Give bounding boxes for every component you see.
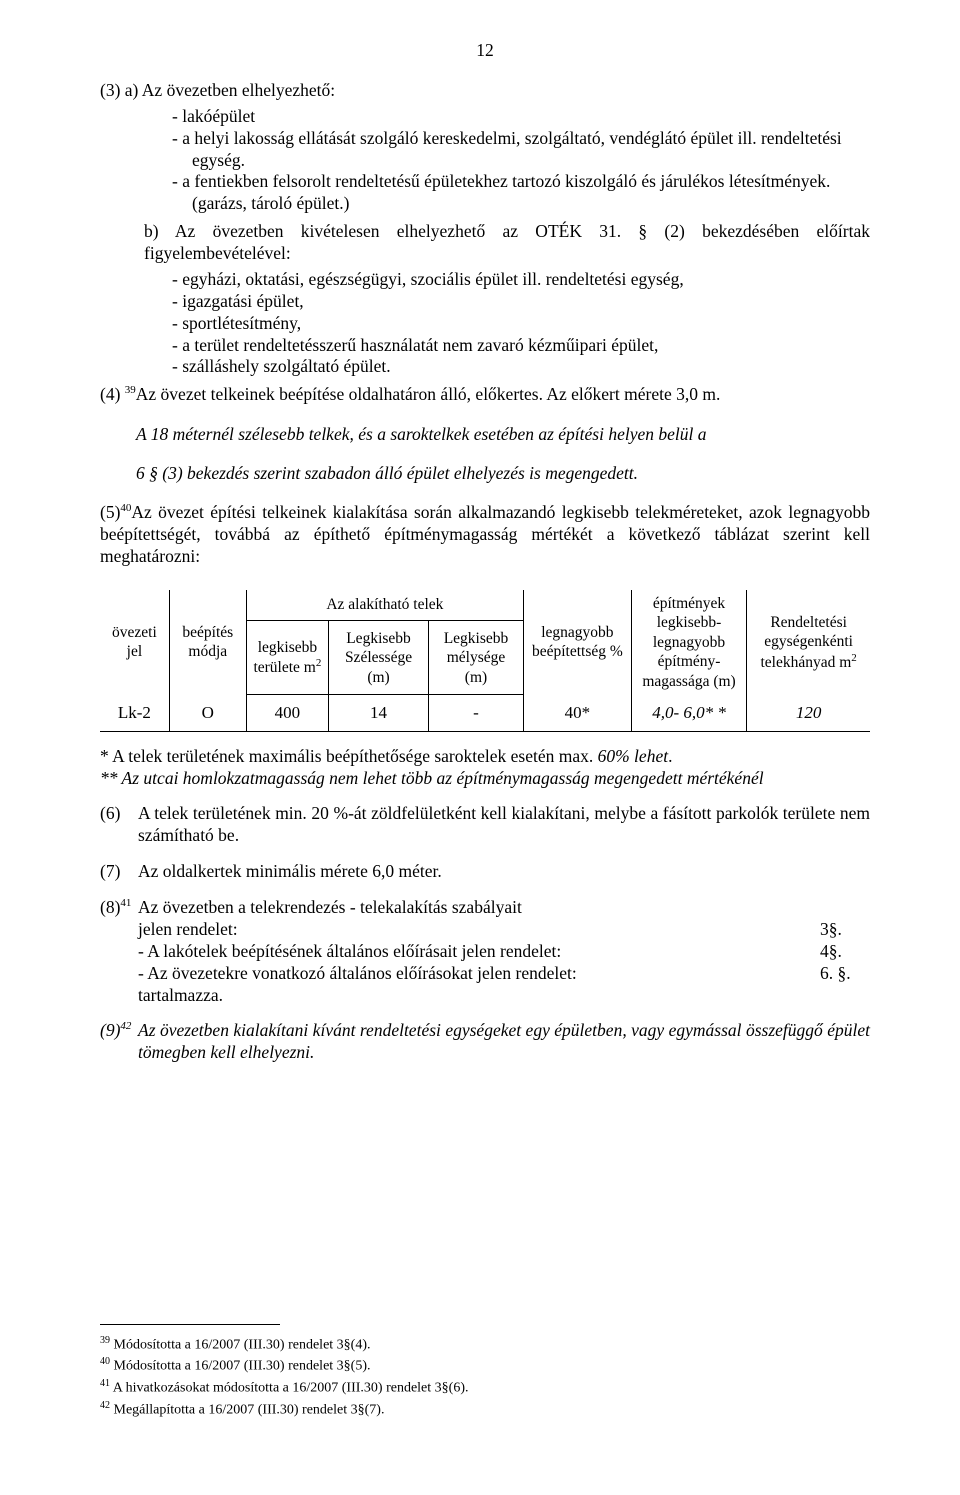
footnote-42: 42 Megállapította a 16/2007 (III.30) ren… <box>100 1399 870 1421</box>
td-telekhanyad: 120 <box>747 695 870 731</box>
footnote-41: 41 A hivatkozásokat módosította a 16/200… <box>100 1377 870 1399</box>
para-9-num: (9)42 <box>100 1020 138 1064</box>
footnote-ref-42: 42 <box>120 1021 131 1033</box>
page: 12 (3) a) Az övezetben elhelyezhető: lak… <box>0 0 960 1495</box>
list-item: egyházi, oktatási, egészségügyi, szociál… <box>172 269 870 291</box>
para-4-italic-1: A 18 méternél szélesebb telkek, és a sar… <box>136 424 870 446</box>
td-modja: O <box>169 695 246 731</box>
para-4-text: Az övezet telkeinek beépítése oldalhatár… <box>136 384 721 404</box>
regulation-table: övezeti jel beépítés módja Az alakítható… <box>100 590 870 732</box>
para-6: (6) A telek területének min. 20 %-át zöl… <box>100 803 870 847</box>
para-4-num: (4) <box>100 384 125 404</box>
table-row: Lk-2 O 400 14 - 40* 4,0- 6,0* * 120 <box>100 695 870 731</box>
para-6-num: (6) <box>100 803 138 847</box>
para-7: (7) Az oldalkertek minimális mérete 6,0 … <box>100 861 870 883</box>
th-ovezeti-jel: övezeti jel <box>100 590 169 695</box>
td-beepitettseg: 40* <box>523 695 631 731</box>
footnote-39: 39 Módosította a 16/2007 (III.30) rendel… <box>100 1334 870 1356</box>
rule-left: jelen rendelet: <box>138 919 820 941</box>
para-8-text: Az övezetben a telekrendezés - telekalak… <box>138 897 870 919</box>
rule-line: - Az övezetekre vonatkozó általános előí… <box>138 963 870 985</box>
rule-line: jelen rendelet: 3§. <box>138 919 870 941</box>
para-4-italic-2: 6 § (3) bekezdés szerint szabadon álló é… <box>136 463 870 485</box>
th-epitmenyek: építmények legkisebb- legnagyobb építmén… <box>631 590 747 695</box>
td-melysege: - <box>429 695 524 731</box>
rule-right: 3§. <box>820 919 870 941</box>
para-9-text: Az övezetben kialakítani kívánt rendelte… <box>138 1020 870 1064</box>
rule-right: 4§. <box>820 941 870 963</box>
th-beepitettseg: legnagyobb beépítettség % <box>523 590 631 695</box>
th-legkisebb-terulete: legkisebb területe m2 <box>246 621 328 695</box>
footnote-ref-40: 40 <box>120 503 131 515</box>
para-4: (4) 39Az övezet telkeinek beépítése olda… <box>100 384 870 406</box>
footnote-40: 40 Módosította a 16/2007 (III.30) rendel… <box>100 1355 870 1377</box>
para-5-num: (5) <box>100 502 120 522</box>
para-9: (9)42 Az övezetben kialakítani kívánt re… <box>100 1020 870 1064</box>
list-item: igazgatási épület, <box>172 291 870 313</box>
list-item: a terület rendeltetésszerű használatát n… <box>172 335 870 357</box>
list-item: szálláshely szolgáltató épület. <box>172 356 870 378</box>
th-legkisebb-szelessege: Legkisebb Szélessége (m) <box>329 621 429 695</box>
th-rendeltetesi: Rendeltetési egységenkénti telekhányad m… <box>747 590 870 695</box>
para-8-rules: jelen rendelet: 3§. - A lakótelek beépít… <box>138 919 870 1007</box>
list-item: a fentiekben felsorolt rendeltetésű épül… <box>172 171 870 215</box>
para-8-num: (8)41 <box>100 897 138 919</box>
para-6-text: A telek területének min. 20 %-át zöldfel… <box>138 803 870 847</box>
note-double-star: ** Az utcai homlokzatmagasság nem lehet … <box>100 768 870 790</box>
para-3b-lead: b) Az övezetben kivételesen elhelyezhető… <box>144 221 870 265</box>
rule-left: - Az övezetekre vonatkozó általános előí… <box>138 963 820 985</box>
para-8-tail: tartalmazza. <box>138 985 870 1007</box>
list-item: sportlétesítmény, <box>172 313 870 335</box>
td-szelessege: 14 <box>329 695 429 731</box>
footnote-ref-41: 41 <box>120 897 131 909</box>
td-jel: Lk-2 <box>100 695 169 731</box>
para-8: (8)41 Az övezetben a telekrendezés - tel… <box>100 897 870 919</box>
th-alakithato-telek: Az alakítható telek <box>246 590 523 621</box>
footnote-ref-39: 39 <box>125 384 136 396</box>
para-3a-lead: (3) a) Az övezetben elhelyezhető: <box>144 80 870 102</box>
list-3b: egyházi, oktatási, egészségügyi, szociál… <box>172 269 870 378</box>
rule-line: - A lakótelek beépítésének általános elő… <box>138 941 870 963</box>
list-item: a helyi lakosság ellátását szolgáló kere… <box>172 128 870 172</box>
table-notes: * A telek területének maximális beépíthe… <box>100 746 870 790</box>
th-legkisebb-melysege: Legkisebb mélysége (m) <box>429 621 524 695</box>
th-beepites-modja: beépítés módja <box>169 590 246 695</box>
page-number: 12 <box>100 40 870 62</box>
footnote-separator <box>100 1324 280 1325</box>
footnotes: 39 Módosította a 16/2007 (III.30) rendel… <box>100 1334 870 1420</box>
para-5-text: Az övezet építési telkeinek kialakítása … <box>100 502 870 566</box>
rule-right: 6. §. <box>820 963 870 985</box>
rule-left: - A lakótelek beépítésének általános elő… <box>138 941 820 963</box>
list-item: lakóépület <box>172 106 870 128</box>
note-star: * A telek területének maximális beépíthe… <box>100 746 870 768</box>
para-7-num: (7) <box>100 861 138 883</box>
td-terulete: 400 <box>246 695 328 731</box>
para-5: (5)40Az övezet építési telkeinek kialakí… <box>100 502 870 568</box>
td-magassag: 4,0- 6,0* * <box>631 695 747 731</box>
para-7-text: Az oldalkertek minimális mérete 6,0 méte… <box>138 861 870 883</box>
list-3a: lakóépület a helyi lakosság ellátását sz… <box>172 106 870 215</box>
